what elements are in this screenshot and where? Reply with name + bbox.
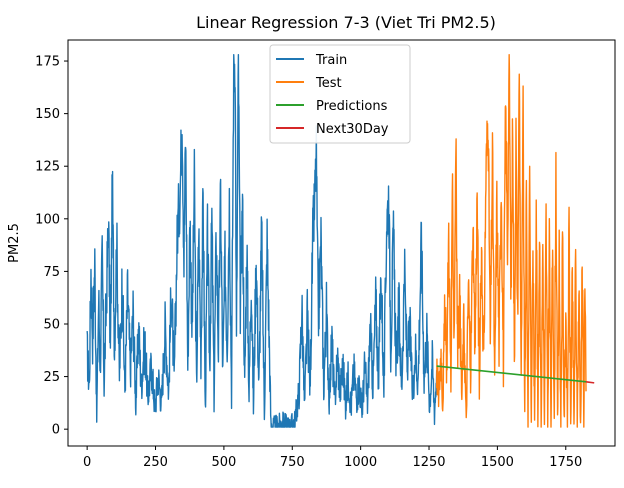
y-tick-label: 150 <box>35 107 60 122</box>
x-tick-label: 0 <box>83 455 91 470</box>
y-tick-label: 25 <box>43 370 60 385</box>
x-tick-label: 1500 <box>481 455 514 470</box>
x-tick-label: 1250 <box>412 455 445 470</box>
y-tick-label: 125 <box>35 160 60 175</box>
x-tick-label: 1750 <box>549 455 582 470</box>
y-tick-label: 100 <box>35 212 60 227</box>
series-line-predictions <box>436 365 587 383</box>
x-tick-label: 1000 <box>344 455 377 470</box>
chart-title: Linear Regression 7-3 (Viet Tri PM2.5) <box>196 13 496 32</box>
x-tick-label: 750 <box>280 455 305 470</box>
series-line-train <box>86 54 438 428</box>
axes-frame <box>67 39 616 447</box>
x-tick-label: 500 <box>211 455 236 470</box>
legend-frame <box>269 44 411 144</box>
plot-area: 0 250 500 750 1000 1250 1500 1750 0 25 50 75 100 125… <box>35 39 616 470</box>
y-tick-label: 0 <box>52 423 60 438</box>
series-layer <box>86 54 595 428</box>
y-tick-label: 50 <box>43 317 60 332</box>
y-axis-label: PM2.5 <box>7 223 22 263</box>
y-tick-label: 175 <box>35 55 60 70</box>
series-line-test <box>435 54 587 428</box>
x-ticks: 0 250 500 750 1000 1250 1500 1750 <box>83 446 582 470</box>
legend-label-train: Train <box>315 53 347 68</box>
legend-label-next30day: Next30Day <box>316 122 389 137</box>
y-ticks: 0 25 50 75 100 125 150 175 <box>35 55 68 438</box>
legend: Train Test Predictions Next30Day <box>269 44 411 144</box>
y-tick-label: 75 <box>43 265 60 280</box>
legend-label-test: Test <box>315 76 342 91</box>
series-line-next30day <box>585 381 595 384</box>
x-tick-label: 250 <box>143 455 168 470</box>
legend-label-predictions: Predictions <box>316 99 388 114</box>
